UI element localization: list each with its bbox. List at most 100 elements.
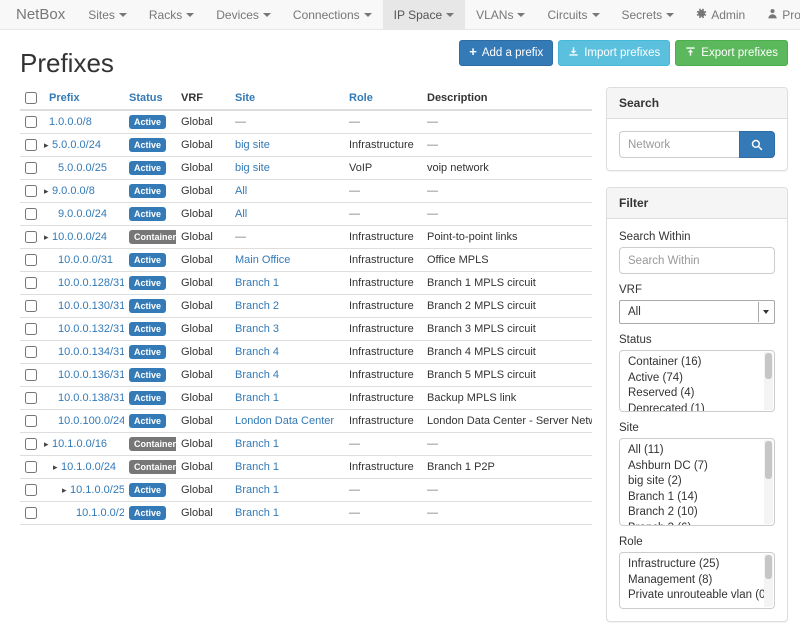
expand-arrow-icon[interactable]: ▸ <box>44 439 49 450</box>
listbox-option[interactable]: Active (74) <box>628 371 683 384</box>
nav-item-connections[interactable]: Connections <box>282 0 383 29</box>
search-input[interactable] <box>619 131 739 158</box>
expand-arrow-icon[interactable]: ▸ <box>62 485 67 496</box>
prefix-link[interactable]: 10.0.100.0/24 <box>58 415 124 428</box>
row-checkbox[interactable] <box>25 461 37 474</box>
row-checkbox[interactable] <box>25 254 37 267</box>
site-link[interactable]: All <box>235 185 248 198</box>
row-checkbox[interactable] <box>25 208 37 221</box>
scrollbar[interactable] <box>764 440 773 524</box>
nav-item-secrets[interactable]: Secrets <box>611 0 686 29</box>
site-link[interactable]: Branch 3 <box>235 323 280 336</box>
prefix-link[interactable]: 9.0.0.0/8 <box>52 185 95 198</box>
prefix-link[interactable]: 10.0.0.136/31 <box>58 369 124 382</box>
import-prefixes-button[interactable]: Import prefixes <box>558 40 671 66</box>
row-checkbox[interactable] <box>25 484 37 497</box>
prefix-link[interactable]: 5.0.0.0/24 <box>52 139 101 152</box>
nav-item-sites[interactable]: Sites <box>77 0 138 29</box>
prefix-link[interactable]: 1.0.0.0/8 <box>49 116 92 129</box>
netbox-logo[interactable]: NetBox <box>16 6 66 23</box>
prefix-link[interactable]: 10.0.0.128/31 <box>58 277 124 290</box>
site-link[interactable]: big site <box>235 162 270 175</box>
nav-item-vlans[interactable]: VLANs <box>465 0 536 29</box>
listbox-option[interactable]: Container (16) <box>628 356 702 368</box>
site-link[interactable]: Branch 1 <box>235 438 280 451</box>
site-link[interactable]: Branch 4 <box>235 369 280 382</box>
listbox-option[interactable]: Private unrouteable vlan (0) <box>628 589 770 601</box>
expand-arrow-icon[interactable]: ▸ <box>44 232 49 243</box>
column-header-status[interactable]: Status <box>124 87 176 112</box>
row-checkbox[interactable] <box>25 415 37 428</box>
prefix-link[interactable]: 10.1.0.0/24 <box>61 461 117 474</box>
row-checkbox[interactable] <box>25 162 37 175</box>
expand-arrow-icon[interactable]: ▸ <box>53 462 58 473</box>
row-checkbox[interactable] <box>25 438 37 451</box>
nav-link-profile[interactable]: Profile <box>756 0 800 29</box>
search-within-input[interactable] <box>619 247 775 274</box>
nav-item-racks[interactable]: Racks <box>138 0 205 29</box>
row-checkbox[interactable] <box>25 185 37 198</box>
site-link[interactable]: big site <box>235 139 270 152</box>
site-link[interactable]: Branch 1 <box>235 507 280 520</box>
prefix-link[interactable]: 10.1.0.0/16 <box>52 438 108 451</box>
row-checkbox[interactable] <box>25 507 37 520</box>
site-link[interactable]: Branch 4 <box>235 346 280 359</box>
row-checkbox[interactable] <box>25 392 37 405</box>
row-checkbox[interactable] <box>25 369 37 382</box>
nav-item-devices[interactable]: Devices <box>205 0 282 29</box>
listbox-option[interactable]: big site (2) <box>628 475 682 487</box>
site-link[interactable]: All <box>235 208 248 221</box>
prefix-link[interactable]: 10.0.0.0/24 <box>52 231 108 244</box>
prefix-link[interactable]: 9.0.0.0/24 <box>58 208 107 221</box>
role-listbox[interactable]: Infrastructure (25) Management (8) Private… <box>619 552 775 609</box>
prefix-link[interactable]: 10.0.0.138/31 <box>58 392 124 405</box>
nav-item-ip-space[interactable]: IP Space <box>382 0 466 29</box>
site-link[interactable]: London Data Center <box>235 415 335 428</box>
listbox-option[interactable]: Infrastructure (25) <box>628 558 720 570</box>
row-checkbox[interactable] <box>25 323 37 336</box>
vrf-select[interactable]: All <box>619 300 775 324</box>
export-prefixes-button[interactable]: Export prefixes <box>675 40 788 66</box>
prefix-link[interactable]: 10.1.0.0/25 <box>70 484 124 497</box>
scrollbar-thumb[interactable] <box>765 555 772 579</box>
listbox-option[interactable]: Reserved (4) <box>628 387 695 399</box>
nav-item-circuits[interactable]: Circuits <box>536 0 610 29</box>
site-link[interactable]: Branch 1 <box>235 484 280 497</box>
site-listbox[interactable]: All (11) Ashburn DC (7) big site (2) Branch… <box>619 438 775 526</box>
prefix-link[interactable]: 10.0.0.0/31 <box>58 254 114 267</box>
listbox-option[interactable]: Management (8) <box>628 573 713 586</box>
site-link[interactable]: Branch 2 <box>235 300 280 313</box>
prefix-link[interactable]: 10.0.0.130/31 <box>58 300 124 313</box>
add-a-prefix-button[interactable]: + Add a prefix <box>459 40 554 66</box>
scrollbar[interactable] <box>764 352 773 410</box>
row-checkbox[interactable] <box>25 300 37 313</box>
scrollbar-thumb[interactable] <box>765 353 772 380</box>
prefix-link[interactable]: 10.0.0.132/31 <box>58 323 124 336</box>
column-header-site[interactable]: Site <box>230 87 344 112</box>
site-link[interactable]: Branch 1 <box>235 461 280 474</box>
prefix-link[interactable]: 10.0.0.134/31 <box>58 346 124 359</box>
search-button[interactable] <box>739 131 775 158</box>
expand-arrow-icon[interactable]: ▸ <box>44 186 49 197</box>
status-listbox[interactable]: Container (16) Active (74) Reserved (4) Dep… <box>619 350 775 412</box>
column-header-role[interactable]: Role <box>344 87 422 112</box>
listbox-option[interactable]: Deprecated (1) <box>628 402 705 412</box>
listbox-option[interactable]: All (11) <box>628 444 664 456</box>
scrollbar-thumb[interactable] <box>765 441 772 479</box>
prefix-link[interactable]: 10.1.0.0/26 <box>76 507 124 520</box>
column-header-prefix[interactable]: Prefix <box>44 87 124 112</box>
row-checkbox[interactable] <box>25 116 37 129</box>
listbox-option[interactable]: Branch 2 (10) <box>628 506 698 518</box>
listbox-option[interactable]: Branch 3 (6) <box>620 521 762 526</box>
prefix-link[interactable]: 5.0.0.0/25 <box>58 162 107 175</box>
site-link[interactable]: Main Office <box>235 254 291 267</box>
row-checkbox[interactable] <box>25 231 37 244</box>
row-checkbox[interactable] <box>25 139 37 152</box>
site-link[interactable]: Branch 1 <box>235 392 280 405</box>
listbox-option[interactable]: Ashburn DC (7) <box>628 459 708 472</box>
site-link[interactable]: Branch 1 <box>235 277 280 290</box>
expand-arrow-icon[interactable]: ▸ <box>44 140 49 151</box>
scrollbar[interactable] <box>764 554 773 607</box>
row-checkbox[interactable] <box>25 277 37 290</box>
listbox-option[interactable]: Branch 1 (14) <box>628 490 698 503</box>
